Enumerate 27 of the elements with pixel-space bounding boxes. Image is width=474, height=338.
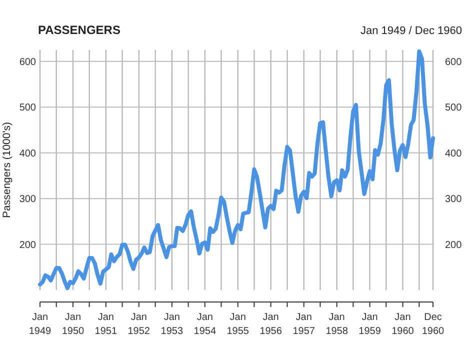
x-tick-label: Jan 1959 xyxy=(358,312,382,337)
chart-title: PASSENGERS xyxy=(38,23,120,37)
y2-tick-label: 600 xyxy=(445,56,462,68)
y-tick-label: 600 xyxy=(19,56,36,68)
x-tick-label: Jan 1952 xyxy=(128,312,150,337)
x-tick-label: Jan 1958 xyxy=(326,312,348,337)
y-tick-label: 300 xyxy=(19,194,36,206)
chart-subtitle: Jan 1949 / Dec 1960 xyxy=(360,25,462,37)
x-tick-label: Jan 1956 xyxy=(260,312,282,337)
x-tick-label: Jan 1949 xyxy=(28,312,52,337)
x-tick-label: Jan 1951 xyxy=(94,312,118,337)
y2-tick-label: 400 xyxy=(445,148,462,160)
line-series xyxy=(38,49,435,290)
x-tick-label: Jan 1950 xyxy=(62,312,85,337)
x-tick-label: Jan 1954 xyxy=(194,312,216,337)
y2-tick-label: 300 xyxy=(445,194,462,206)
y-tick-label: 400 xyxy=(19,148,36,160)
x-tick-label: Dec 1960 xyxy=(422,312,445,337)
y-axis-title: Passengers (1000's) xyxy=(1,122,13,218)
x-tick-label: Jan 1955 xyxy=(226,312,250,337)
y-tick-label: 200 xyxy=(19,240,36,251)
y2-tick-label: 200 xyxy=(445,240,462,251)
y2-tick-label: 500 xyxy=(445,102,462,114)
y-tick-label: 500 xyxy=(19,102,36,114)
x-tick-label: Jan 1957 xyxy=(292,312,316,337)
x-tick-label: Jan 1953 xyxy=(160,312,184,337)
x-tick-label: Jan 1960 xyxy=(392,312,414,337)
